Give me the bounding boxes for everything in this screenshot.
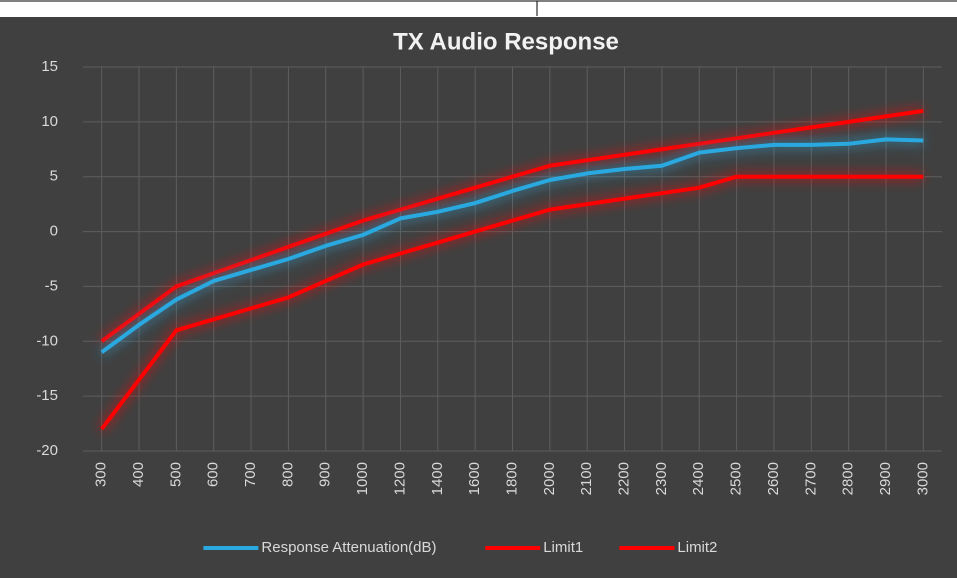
- x-tick-label: 800: [279, 462, 296, 487]
- x-tick-label: 600: [205, 462, 222, 487]
- x-tick-label: 500: [167, 462, 184, 487]
- series-line: [100, 108, 924, 343]
- x-tick-label: 2000: [541, 462, 558, 495]
- y-tick-label: -15: [36, 387, 58, 404]
- y-tick-label: -20: [36, 442, 58, 459]
- legend-label: Response Attenuation(dB): [261, 539, 436, 556]
- x-tick-label: 1200: [391, 462, 408, 495]
- y-tick-label: 5: [50, 168, 58, 185]
- x-tick-label: 2600: [765, 462, 782, 495]
- y-tick-label: 15: [41, 58, 58, 75]
- y-tick-label: 10: [41, 113, 58, 130]
- x-tick-label: 1000: [354, 462, 371, 495]
- x-tick-label: 1800: [503, 462, 520, 495]
- x-tick-label: 400: [130, 462, 147, 487]
- y-tick-label: 0: [50, 223, 58, 240]
- x-tick-label: 2800: [840, 462, 857, 495]
- x-tick-label: 2500: [728, 462, 745, 495]
- x-tick-label: 1600: [466, 462, 483, 495]
- legend-label: Limit2: [677, 539, 717, 556]
- legend-label: Limit1: [543, 539, 583, 556]
- y-tick-label: -10: [36, 332, 58, 349]
- x-tick-label: 1400: [429, 462, 446, 495]
- series-line: [100, 137, 924, 354]
- x-tick-label: 2400: [690, 462, 707, 495]
- y-tick-label: -5: [45, 277, 58, 294]
- plot: [100, 108, 924, 431]
- x-tick-label: 300: [93, 462, 110, 487]
- x-tick-label: 700: [242, 462, 259, 487]
- x-tick-label: 2100: [578, 462, 595, 495]
- x-tick-label: 2200: [616, 462, 633, 495]
- x-tick-label: 2300: [653, 462, 670, 495]
- x-tick-label: 900: [317, 462, 334, 487]
- series-line: [100, 174, 924, 431]
- chart-title: TX Audio Response: [393, 28, 619, 55]
- x-tick-label: 2900: [877, 462, 894, 495]
- x-tick-label: 2700: [802, 462, 819, 495]
- x-tick-label: 3000: [914, 462, 931, 495]
